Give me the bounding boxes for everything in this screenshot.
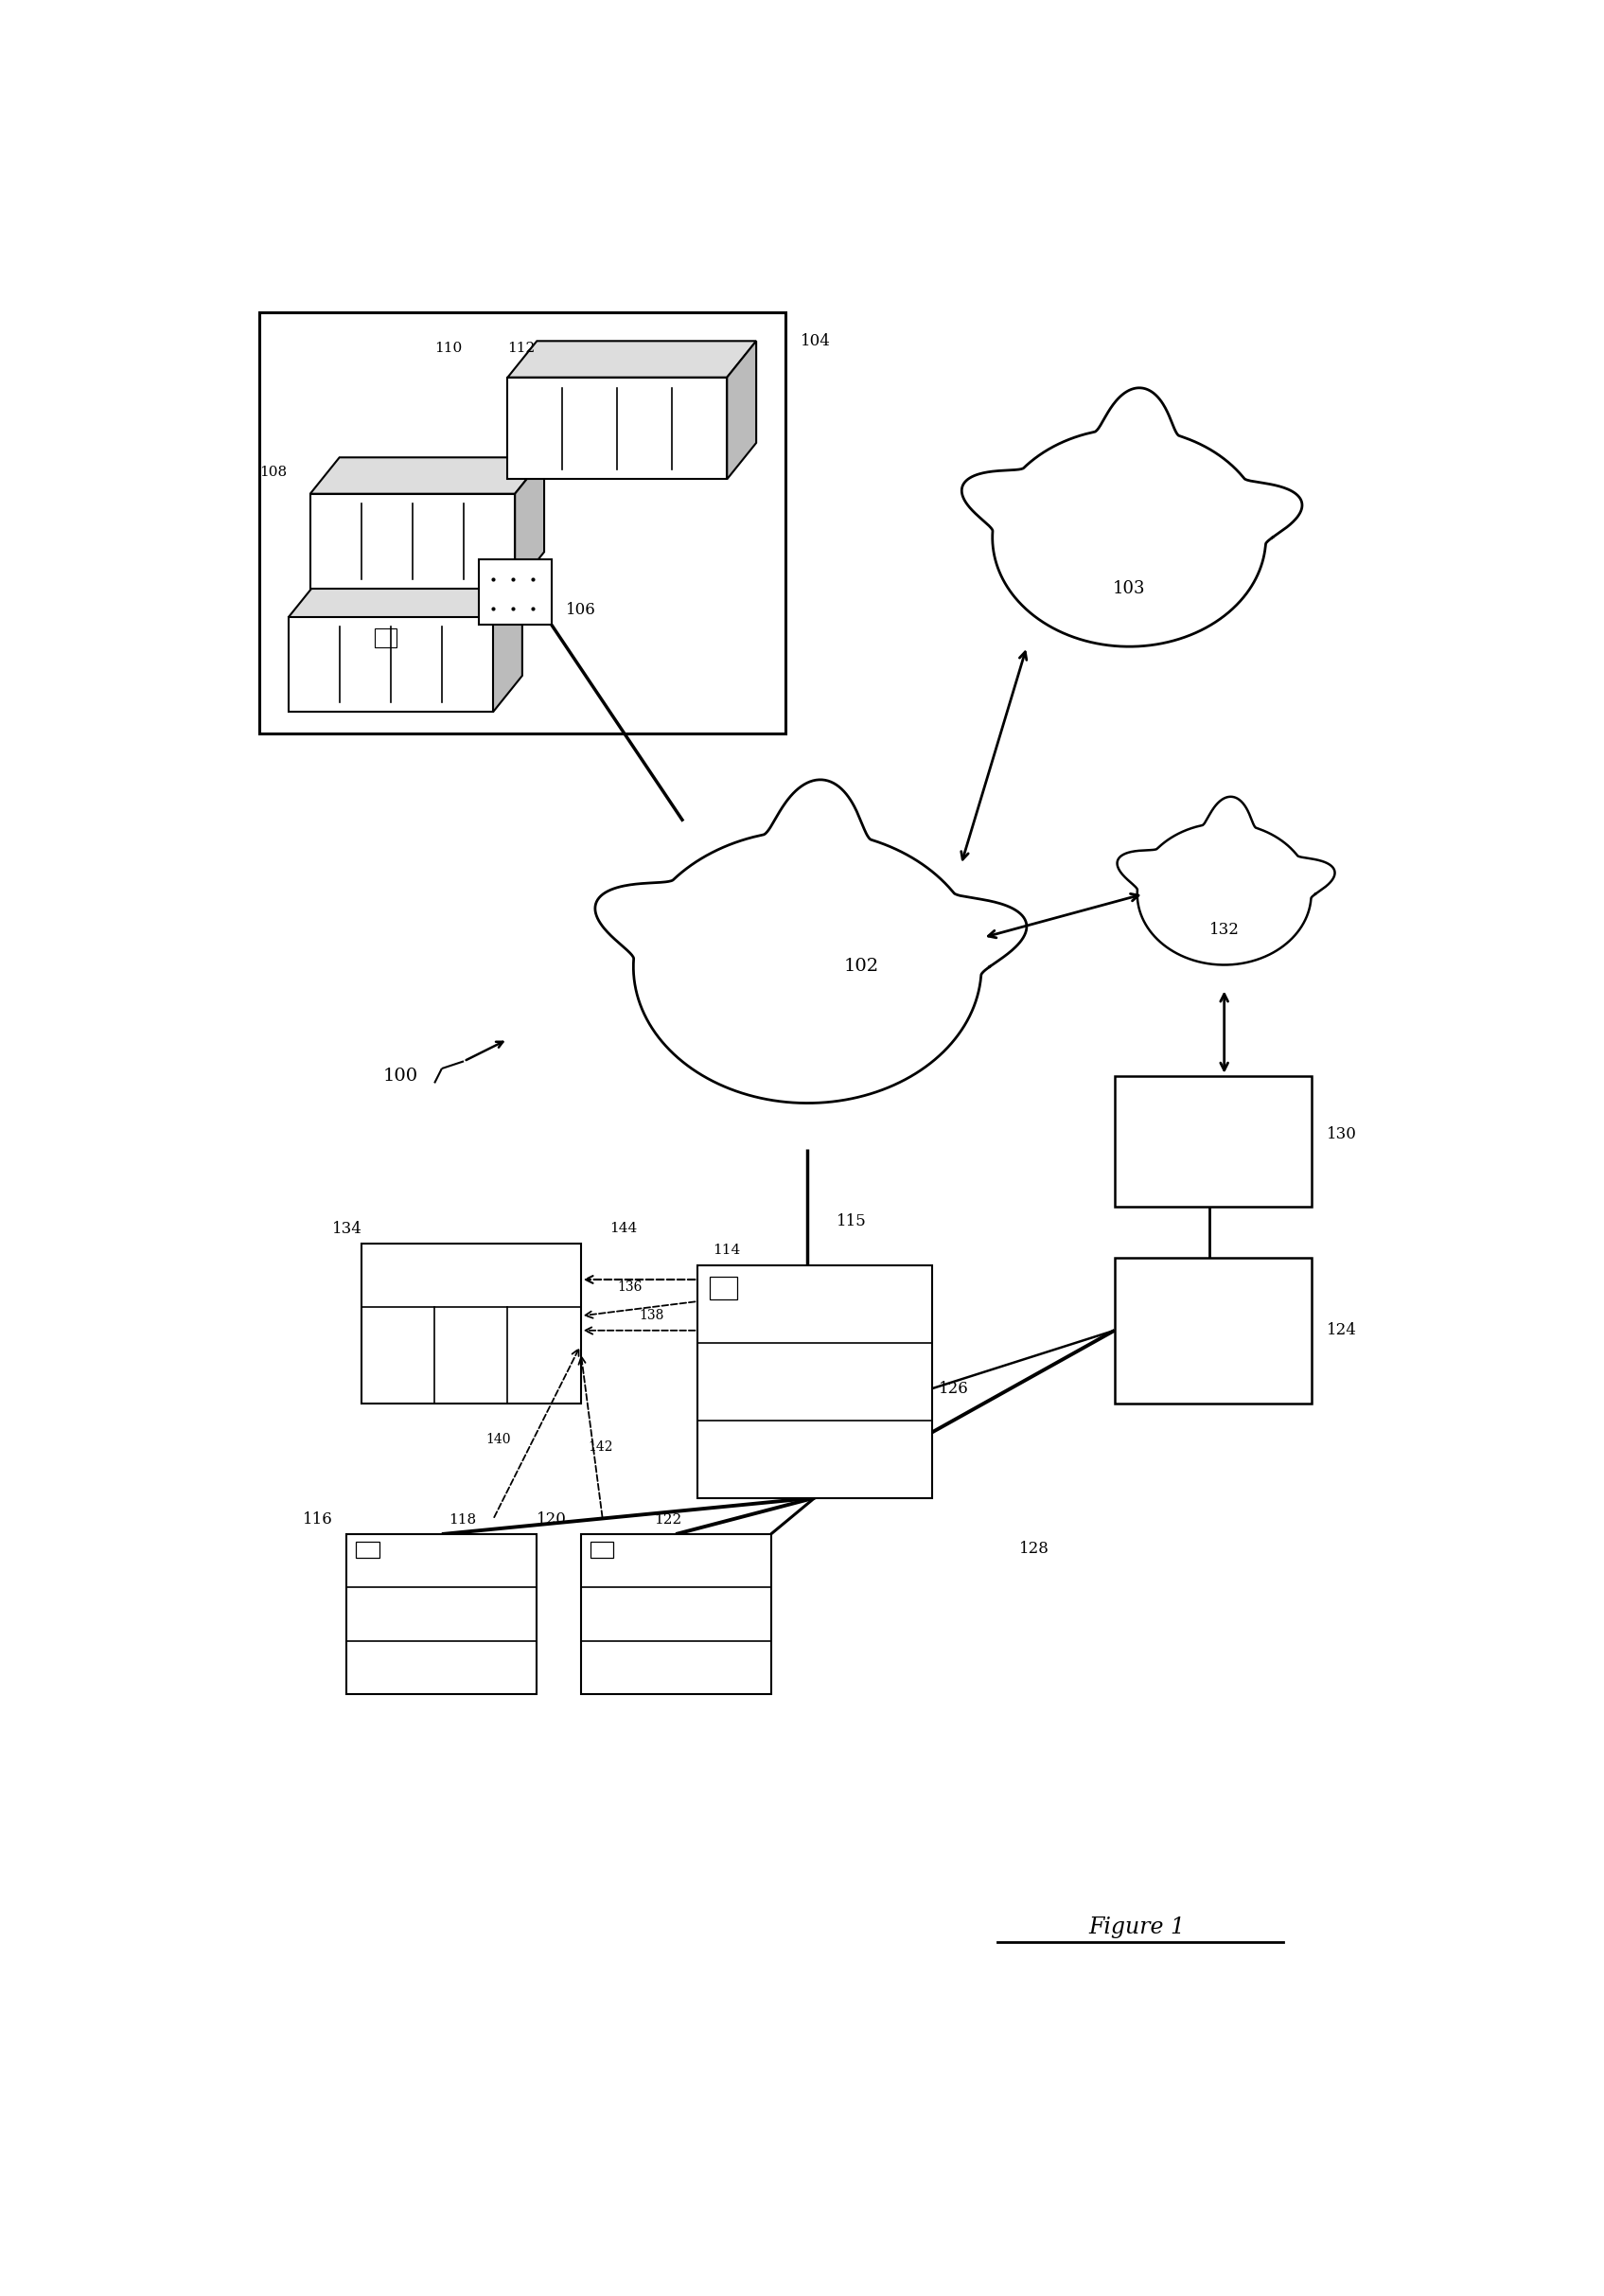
- Polygon shape: [492, 581, 523, 712]
- Bar: [1115, 1077, 1312, 1208]
- Polygon shape: [1116, 797, 1335, 964]
- Text: 120: 120: [537, 1511, 568, 1527]
- Polygon shape: [310, 457, 544, 494]
- Polygon shape: [507, 342, 755, 377]
- Bar: [361, 1242, 581, 1403]
- Text: 118: 118: [449, 1513, 476, 1527]
- Bar: [356, 1543, 379, 1559]
- Text: 110: 110: [435, 342, 462, 356]
- Text: 104: 104: [800, 333, 831, 349]
- Text: 102: 102: [844, 957, 879, 976]
- Text: 106: 106: [566, 602, 597, 618]
- Polygon shape: [310, 494, 515, 588]
- Text: 132: 132: [1209, 923, 1240, 939]
- Text: 114: 114: [712, 1244, 739, 1256]
- Text: 128: 128: [1020, 1541, 1049, 1557]
- Text: 144: 144: [610, 1221, 638, 1235]
- Polygon shape: [595, 781, 1027, 1102]
- Text: 130: 130: [1327, 1125, 1357, 1141]
- Text: 138: 138: [640, 1309, 664, 1322]
- Text: 112: 112: [507, 342, 536, 356]
- Text: 116: 116: [303, 1511, 334, 1527]
- Text: 122: 122: [654, 1513, 682, 1527]
- Bar: [698, 1265, 932, 1497]
- Polygon shape: [289, 618, 492, 712]
- Text: 124: 124: [1327, 1322, 1357, 1339]
- Text: 115: 115: [837, 1212, 866, 1228]
- Polygon shape: [289, 581, 523, 618]
- Polygon shape: [962, 388, 1302, 647]
- Bar: [581, 1534, 772, 1694]
- Bar: [346, 1534, 537, 1694]
- Bar: [258, 312, 786, 735]
- Text: 103: 103: [1113, 581, 1145, 597]
- Text: Figure 1: Figure 1: [1088, 1917, 1185, 1938]
- Text: 126: 126: [938, 1380, 969, 1396]
- Polygon shape: [507, 377, 727, 480]
- Text: 100: 100: [383, 1068, 419, 1084]
- Text: 108: 108: [258, 466, 287, 478]
- Text: 136: 136: [618, 1281, 642, 1293]
- Text: 140: 140: [486, 1433, 510, 1446]
- Polygon shape: [515, 457, 544, 588]
- Bar: [590, 1543, 613, 1559]
- Text: 142: 142: [589, 1440, 613, 1453]
- Bar: [375, 629, 396, 647]
- Bar: [709, 1277, 738, 1300]
- Bar: [478, 560, 552, 625]
- Bar: [1115, 1258, 1312, 1403]
- Polygon shape: [727, 342, 755, 480]
- Text: 134: 134: [332, 1221, 363, 1238]
